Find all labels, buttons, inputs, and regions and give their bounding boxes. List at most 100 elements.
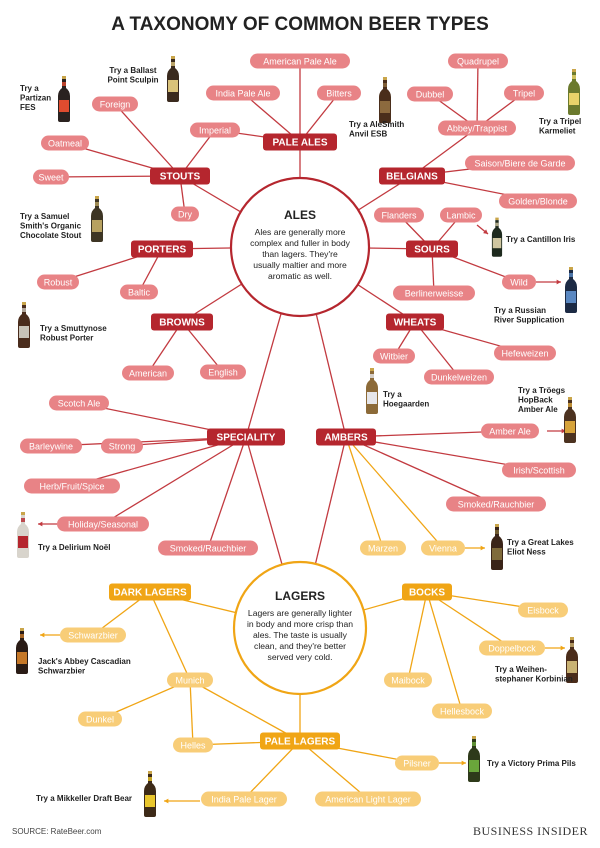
style-english-brown-box — [200, 364, 246, 380]
category-stouts-box — [150, 167, 210, 185]
try-note-line: Point Sculpin — [107, 76, 158, 85]
style-witbier: Witbier — [373, 348, 415, 364]
bottle-jacks-icon — [16, 628, 28, 674]
style-foreign-box — [92, 96, 138, 112]
style-scotch-ale-label: Scotch Ale — [58, 398, 101, 408]
style-marzen-box — [360, 540, 406, 556]
style-schwarzbier: Schwarzbier — [60, 627, 126, 643]
style-lambic-label: Lambic — [446, 210, 476, 220]
bottle-ballast-icon — [167, 56, 179, 102]
style-wild-label: Wild — [510, 277, 528, 287]
publisher-logo: BUSINESS INSIDER — [473, 824, 588, 838]
style-scotch-ale: Scotch Ale — [49, 395, 109, 411]
style-witbier-box — [373, 348, 415, 364]
bottle-weihen-icon — [566, 637, 578, 683]
style-munich-box — [167, 672, 213, 688]
category-pale-ales-box — [263, 133, 337, 151]
connector-line — [345, 436, 497, 505]
arrowhead — [556, 279, 561, 285]
category-speciality-box — [207, 428, 285, 446]
style-helles-label: Helles — [180, 740, 206, 750]
ales-hub-description-line: Ales are generally more — [255, 227, 346, 237]
ales-hub-description-line: than lagers. They're — [262, 249, 338, 259]
style-smoked-amber-label: Smoked/Rauchbier — [458, 499, 535, 509]
style-robust-label: Robust — [44, 277, 73, 287]
category-wheats-label: WHEATS — [394, 317, 437, 328]
style-english-brown: English — [200, 364, 246, 380]
style-golden-blonde-label: Golden/Blonde — [508, 196, 568, 206]
arrowhead — [560, 645, 565, 651]
style-tripel-label: Tripel — [513, 88, 535, 98]
style-india-pale-lager: India Pale Lager — [201, 791, 287, 807]
connector-line — [189, 679, 301, 742]
style-imperial: Imperial — [190, 122, 240, 138]
style-herb-fruit-spice: Herb/Fruit/Spice — [24, 478, 120, 494]
connector-line — [102, 436, 247, 525]
style-baltic-box — [120, 284, 158, 300]
style-imperial-box — [190, 122, 240, 138]
category-belgians: BELGIANS — [379, 167, 445, 185]
bottle-illustrations — [16, 56, 580, 817]
category-pale-ales: PALE ALES — [263, 133, 337, 151]
style-abbey-trappist-label: Abbey/Trappist — [447, 123, 508, 133]
try-note-line: Try a Weihen- — [495, 665, 547, 674]
style-flanders-label: Flanders — [381, 210, 417, 220]
style-hefeweizen-box — [494, 345, 556, 361]
arrowhead — [480, 545, 485, 551]
style-eisbock-label: Eisbock — [527, 605, 559, 615]
try-note-line: River Supplication — [494, 316, 564, 325]
style-pilsner-label: Pilsner — [403, 758, 431, 768]
try-note-line: Try a Delirium Noël — [38, 543, 110, 552]
lagers-hub-circle — [232, 560, 368, 696]
style-berlinerweisse-label: Berlinerweisse — [405, 288, 464, 298]
style-american-brown-box — [122, 365, 174, 381]
try-note-line: stephaner Korbinian — [495, 675, 573, 684]
style-smoked-spec-box — [158, 540, 258, 556]
style-dry-label: Dry — [178, 209, 192, 219]
style-golden-blonde: Golden/Blonde — [499, 193, 577, 209]
style-wild: Wild — [502, 274, 536, 290]
style-barleywine-box — [20, 438, 82, 454]
category-bocks-label: BOCKS — [409, 587, 445, 598]
try-note-line: Eliot Ness — [507, 548, 546, 557]
category-dark-lagers: DARK LAGERS — [109, 583, 191, 601]
style-american-brown: American — [122, 365, 174, 381]
try-note-line: Try a — [20, 84, 39, 93]
category-porters-label: PORTERS — [138, 244, 187, 255]
bottle-mikkeller-icon — [144, 771, 156, 817]
connector-line — [149, 591, 191, 681]
lagers-hub-description-line: in body and more crisp than — [247, 619, 353, 629]
ales-hub-description-line: aromatic as well. — [268, 271, 332, 281]
bottle-samuel-icon — [91, 196, 103, 242]
connector-line — [426, 591, 513, 649]
bottle-russian-icon — [565, 267, 577, 313]
category-wheats-box — [386, 313, 444, 331]
style-dubbel-box — [407, 86, 453, 102]
bottle-troegs-icon — [564, 397, 576, 443]
connector-line — [345, 436, 384, 549]
try-note-delirium: Try a Delirium Noël — [38, 543, 110, 552]
category-belgians-box — [379, 167, 445, 185]
lagers-hub-description-line: Lagers are generally lighter — [248, 608, 352, 618]
style-india-pale-ale-label: India Pale Ale — [215, 88, 270, 98]
connector-line — [426, 591, 463, 712]
connector-line — [476, 60, 479, 129]
style-american-light-lager-label: American Light Lager — [325, 794, 411, 804]
bottle-cantillon-icon — [491, 217, 503, 257]
style-dunkelweizen: Dunkelweizen — [424, 369, 494, 385]
ales-hub-title: ALES — [284, 208, 316, 222]
category-sours-box — [406, 240, 458, 258]
style-oatmeal: Oatmeal — [41, 135, 89, 151]
style-scotch-ale-box — [49, 395, 109, 411]
style-dunkel: Dunkel — [78, 711, 122, 727]
try-note-line: Try a Cantillon Iris — [506, 235, 576, 244]
style-pilsner: Pilsner — [395, 755, 439, 771]
bottle-smuttynose-icon — [18, 302, 30, 348]
source-credit: SOURCE: RateBeer.com — [12, 827, 102, 836]
style-abbey-trappist-box — [438, 120, 516, 136]
